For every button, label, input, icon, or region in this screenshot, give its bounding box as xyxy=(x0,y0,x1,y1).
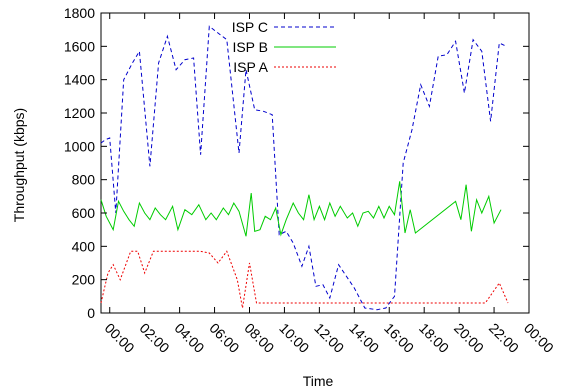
y-tick-label: 1800 xyxy=(64,5,95,21)
legend-label: ISP B xyxy=(232,39,268,55)
y-tick-label: 400 xyxy=(72,238,96,254)
x-tick-label: 04:00 xyxy=(171,320,207,356)
legend-label: ISP C xyxy=(232,19,268,35)
x-tick-label: 06:00 xyxy=(206,320,242,356)
y-tick-label: 1600 xyxy=(64,38,95,54)
y-axis-ticks: 0 200 400 600 800 1000 1200 1400 1600 1800 xyxy=(64,5,529,321)
x-tick-label: 18:00 xyxy=(416,320,452,356)
x-tick-label: 02:00 xyxy=(137,320,173,356)
x-axis-label: Time xyxy=(303,373,334,389)
x-tick-label: 22:00 xyxy=(486,320,522,356)
series-line-isp-c xyxy=(100,25,507,311)
x-tick-label: 10:00 xyxy=(276,320,312,356)
y-tick-label: 1400 xyxy=(64,72,95,88)
legend-label: ISP A xyxy=(233,59,268,75)
y-tick-label: 1200 xyxy=(64,105,95,121)
y-tick-label: 0 xyxy=(87,305,95,321)
x-tick-label: 00:00 xyxy=(102,320,138,356)
y-tick-label: 200 xyxy=(72,272,96,288)
x-tick-label: 08:00 xyxy=(241,320,277,356)
x-tick-label: 20:00 xyxy=(451,320,487,356)
series-line-isp-a xyxy=(100,250,509,309)
x-tick-label: 14:00 xyxy=(346,320,382,356)
x-tick-label: 00:00 xyxy=(521,320,557,356)
legend: ISP C ISP B ISP A xyxy=(232,19,336,75)
series-line-isp-b xyxy=(100,181,502,237)
x-axis-ticks: 00:0002:0004:0006:0008:0010:0012:0014:00… xyxy=(102,13,557,356)
y-axis-label: Throughput (kbps) xyxy=(11,108,27,222)
plot-frame xyxy=(100,12,530,314)
y-tick-label: 600 xyxy=(72,205,96,221)
y-tick-label: 800 xyxy=(72,172,96,188)
plot-area xyxy=(100,12,530,314)
x-tick-label: 12:00 xyxy=(311,320,347,356)
y-tick-label: 1000 xyxy=(64,138,95,154)
x-tick-label: 16:00 xyxy=(381,320,417,356)
series-lines xyxy=(100,25,509,311)
